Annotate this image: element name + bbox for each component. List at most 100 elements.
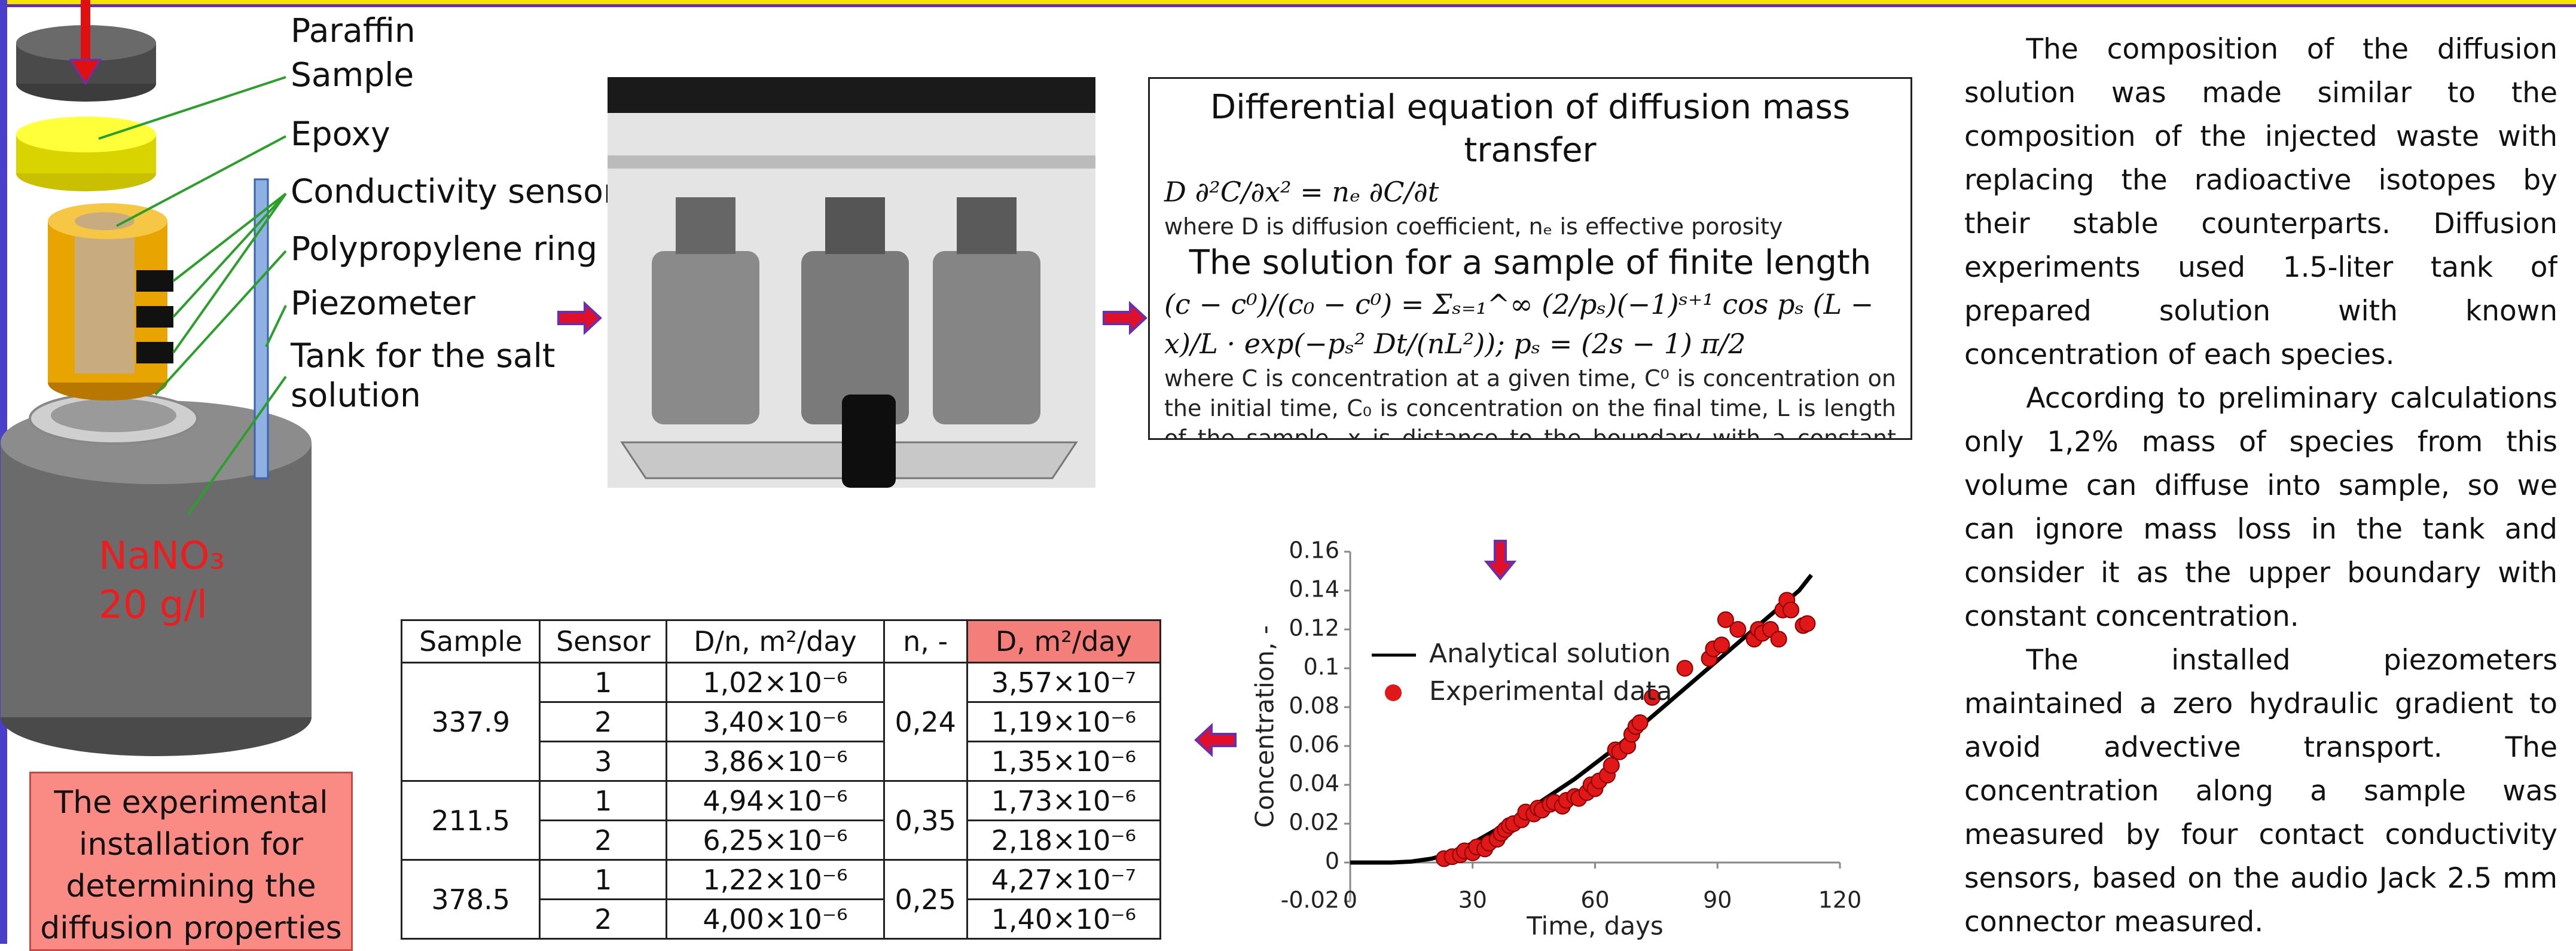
leader-line xyxy=(154,250,287,396)
table-row: 2 3,40×10⁻⁶ 1,19×10⁻⁶ xyxy=(402,701,1162,742)
table-row: 2 4,00×10⁻⁶ 1,40×10⁻⁶ xyxy=(402,898,1162,940)
equation-note: where D is diffusion coefficient, nₑ is … xyxy=(1164,213,1783,240)
part-label: Epoxy xyxy=(291,115,390,153)
equation-title: The solution for a sample of finite leng… xyxy=(1189,243,1872,282)
porosity-cell: 0,25 xyxy=(883,859,968,940)
value-cell: 1,40×10⁻⁶ xyxy=(966,898,1162,940)
data-point xyxy=(1631,714,1649,731)
table-row: 3 3,86×10⁻⁶ 1,35×10⁻⁶ xyxy=(402,741,1162,782)
photo-shelf xyxy=(608,77,1095,113)
part-label: solution xyxy=(291,376,421,414)
data-point xyxy=(1603,757,1620,774)
porosity-cell: 0,24 xyxy=(883,662,968,782)
leader-line xyxy=(187,375,287,515)
equation-box: Differential equation of diffusion mass … xyxy=(1148,77,1912,440)
photo-cylinder xyxy=(652,251,759,424)
header-row: Sample Sensor D/n, m²/day n, - D, m²/day xyxy=(400,619,1162,663)
leader-line xyxy=(172,192,287,354)
y-axis-title: Concentration, - xyxy=(1250,625,1280,828)
part-label: Conductivity sensors xyxy=(291,172,634,210)
data-point xyxy=(1713,637,1730,653)
results-table: Sample Sensor D/n, m²/day n, - D, m²/day 337.… xyxy=(400,619,1162,940)
header-cell: Sensor xyxy=(539,619,668,663)
x-tick-label: 0 xyxy=(1343,887,1357,913)
value-cell: 1,73×10⁻⁶ xyxy=(966,780,1162,821)
caption: The experimental installation for determ… xyxy=(29,772,353,951)
value-cell: 1,19×10⁻⁶ xyxy=(966,701,1162,742)
x-axis-title: Time, days xyxy=(1526,912,1664,941)
y-tick-label: 0 xyxy=(1325,848,1339,874)
ring-inner xyxy=(51,399,176,432)
arrow-head xyxy=(69,59,102,85)
installation-diagram: Paraffin Sample Epoxy Conductivity senso… xyxy=(1,0,634,756)
sample-cell: 337.9 xyxy=(400,662,541,782)
description: The composition of the diffusion solutio… xyxy=(1964,27,2557,942)
y-tick-label: 0.12 xyxy=(1289,615,1339,641)
table-row: 378.5 1 1,22×10⁻⁶ 0,25 4,27×10⁻⁷ xyxy=(400,859,1162,940)
photo-cylinder xyxy=(933,251,1040,424)
part-label: Paraffin xyxy=(291,11,416,50)
part-label: Sample xyxy=(291,56,414,94)
value-cell: 3,40×10⁻⁶ xyxy=(666,701,885,742)
value-cell: 4,27×10⁻⁷ xyxy=(966,859,1162,900)
leader-lines xyxy=(98,76,287,515)
data-point xyxy=(1783,601,1800,619)
line-series xyxy=(1350,573,1813,865)
photo-cap xyxy=(676,197,735,254)
leader-line xyxy=(116,135,286,227)
leader-line xyxy=(98,76,286,140)
value-cell: 4,94×10⁻⁶ xyxy=(666,780,885,821)
photo-pipe xyxy=(608,155,1095,169)
sensor-cell: 3 xyxy=(539,741,668,782)
part-label: Piezometer xyxy=(291,284,475,322)
tank-label: 20 g/l xyxy=(99,583,207,628)
value-cell: 4,00×10⁻⁶ xyxy=(666,898,885,940)
header-cell: D/n, m²/day xyxy=(666,619,885,663)
equation-note: where C is concentration at a given time… xyxy=(1164,365,1896,440)
part-label: Tank for the salt xyxy=(290,337,555,375)
x-tick-label: 60 xyxy=(1580,887,1609,913)
y-tick-label: 0.02 xyxy=(1289,809,1339,836)
x-tick-label: 90 xyxy=(1703,887,1732,913)
y-tick-label: 0.04 xyxy=(1289,770,1339,797)
sensor xyxy=(136,270,173,292)
header-cell: n, - xyxy=(883,619,968,663)
data-point xyxy=(1717,611,1734,628)
y-tick-label: -0.02 xyxy=(1281,887,1339,913)
sensor xyxy=(136,342,173,363)
photo-cap xyxy=(957,197,1017,254)
value-cell: 3,86×10⁻⁶ xyxy=(666,741,885,782)
piezometer xyxy=(254,178,269,479)
arrow xyxy=(557,301,602,335)
value-cell: 1,22×10⁻⁶ xyxy=(666,859,885,900)
equation: (c − c⁰)/(c₀ − c⁰) = Σₛ₌₁^∞ (2/pₛ)(−1)ˢ⁺… xyxy=(1164,288,1874,360)
photo xyxy=(608,77,1095,488)
top-strip xyxy=(0,0,2576,4)
table-row: 2 6,25×10⁻⁶ 2,18×10⁻⁶ xyxy=(402,819,1162,861)
tank-label: NaNO₃ xyxy=(99,534,225,579)
header-cell: Sample xyxy=(400,619,541,663)
y-tick-label: 0.16 xyxy=(1289,537,1339,564)
legend-label: Experimental data xyxy=(1429,676,1672,707)
data-point xyxy=(1676,660,1693,677)
sensor-cell: 1 xyxy=(539,780,668,821)
porosity-cell: 0,35 xyxy=(883,780,968,861)
part-label: Polypropylene ring xyxy=(291,230,597,268)
data-point xyxy=(1729,621,1747,638)
sample-cell: 378.5 xyxy=(400,859,541,940)
sensor-cell: 1 xyxy=(539,662,668,703)
data-point xyxy=(1644,689,1661,706)
y-tick-label: 0.1 xyxy=(1304,654,1339,680)
value-cell: 3,57×10⁻⁷ xyxy=(966,662,1162,703)
y-tick-label: 0.06 xyxy=(1289,732,1339,758)
data-point xyxy=(1799,615,1816,632)
paragraph: The installed piezometers maintained a z… xyxy=(1964,644,2557,938)
y-tick-label: 0.14 xyxy=(1289,576,1339,603)
arrow xyxy=(1484,540,1517,581)
paragraph: According to preliminary calculations on… xyxy=(1964,382,2557,633)
photo-cylinder xyxy=(801,251,909,424)
header-cell: D, m²/day xyxy=(966,619,1162,663)
paragraph: The composition of the diffusion solutio… xyxy=(1964,33,2557,371)
arrow xyxy=(1103,301,1147,335)
